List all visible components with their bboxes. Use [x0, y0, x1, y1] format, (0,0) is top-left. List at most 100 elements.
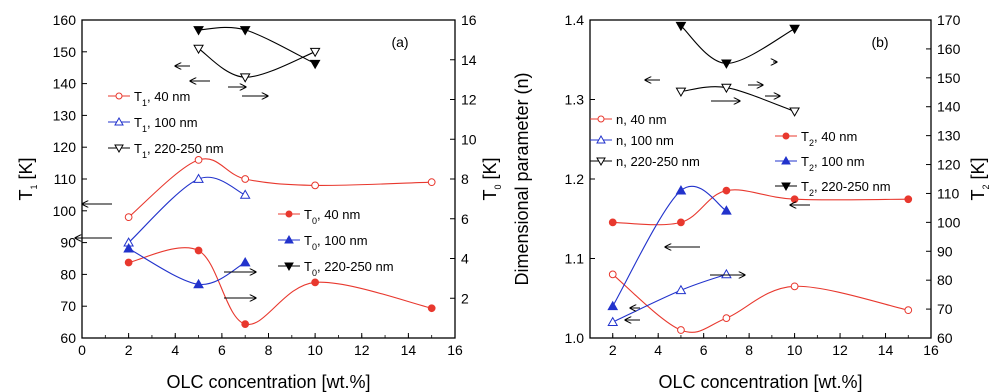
data-point	[677, 218, 685, 227]
legend-marker	[285, 210, 293, 218]
data-point	[790, 195, 799, 204]
data-point	[123, 243, 134, 253]
y-right-tick-label: 4	[461, 251, 469, 267]
x-axis-label: OLC concentration [wt.%]	[166, 372, 370, 392]
series-0	[124, 156, 436, 222]
x-tick-label: 4	[654, 342, 662, 358]
legend-marker	[782, 132, 790, 140]
x-tick-label: 10	[307, 342, 323, 358]
y-right-tick-label: 10	[461, 131, 477, 147]
series-line	[612, 185, 727, 307]
data-point	[675, 185, 687, 195]
y-right-tick-label: 140	[937, 99, 961, 115]
data-point	[721, 59, 732, 69]
y-left-tick-label: 1.0	[565, 330, 585, 346]
series-3	[124, 246, 436, 328]
x-axis-label: OLC concentration [wt.%]	[658, 372, 862, 392]
series-line	[128, 248, 246, 285]
data-point	[193, 278, 204, 289]
data-point	[721, 205, 732, 215]
series-3	[608, 186, 913, 227]
y-right-tick-label: 110	[937, 185, 960, 201]
panel-label: (b)	[871, 34, 888, 50]
y-left-tick-label: 1.2	[565, 171, 585, 187]
y-right-tick-label: 60	[937, 330, 953, 346]
y-left-tick-label: 160	[53, 12, 77, 28]
data-point	[677, 326, 685, 334]
data-point	[607, 300, 619, 311]
x-tick-label: 16	[923, 342, 939, 358]
data-point	[241, 175, 250, 183]
data-point	[675, 21, 687, 32]
y-right-tick-label: 120	[937, 157, 961, 173]
legend-label: T2, 220-250 nm	[801, 179, 891, 198]
series-line	[128, 158, 432, 218]
y-right-tick-label: 12	[461, 92, 477, 108]
legend-label: T0, 40 nm	[304, 207, 360, 226]
x-tick-label: 0	[78, 342, 86, 358]
legend-label: T2, 40 nm	[801, 129, 857, 148]
series-line	[612, 273, 727, 323]
y-left-tick-label: 1.1	[565, 251, 585, 267]
y-left-tick-label: 70	[60, 298, 76, 314]
x-tick-label: 12	[832, 342, 848, 358]
y-left-tick-label: 1.3	[565, 92, 585, 108]
y-right-tick-label: 80	[937, 272, 953, 288]
y-right-tick-label: 130	[937, 128, 961, 144]
data-point	[608, 218, 617, 227]
y-left-tick-label: 60	[60, 330, 76, 346]
y-right-tick-label: 6	[461, 211, 469, 227]
legend-marker	[596, 134, 606, 144]
series-line	[198, 48, 316, 78]
legend-label: T1, 100 nm	[134, 115, 198, 134]
series-line	[128, 176, 246, 244]
y-right-tick-label: 90	[937, 243, 953, 259]
y-left-tick-label: 140	[53, 76, 77, 92]
legend-label: T1, 40 nm	[134, 89, 190, 108]
legend-entry: T1, 220-250 nm	[108, 141, 224, 160]
series-5	[675, 21, 800, 69]
legend-entry: T2, 220-250 nm	[775, 179, 891, 198]
y-right-tick-label: 14	[461, 52, 477, 68]
x-tick-label: 12	[354, 342, 370, 358]
legend-label: T1, 220-250 nm	[134, 141, 224, 160]
legend-marker	[781, 155, 791, 165]
x-tick-label: 10	[787, 342, 803, 358]
data-point	[789, 107, 800, 117]
y-left-tick-label: 90	[60, 235, 76, 251]
data-point	[311, 278, 319, 287]
y-right-tick-label: 170	[937, 12, 961, 28]
y-right-tick-label: 16	[461, 12, 477, 28]
y-left-tick-label: 120	[53, 139, 77, 155]
series-line	[680, 25, 795, 64]
data-point	[124, 258, 133, 267]
x-tick-label: 16	[447, 342, 463, 358]
y-left-tick-label: 110	[54, 171, 77, 187]
data-point	[193, 26, 204, 36]
y-right-tick-label: 2	[461, 290, 469, 306]
data-point	[721, 83, 732, 94]
series-2	[675, 83, 800, 117]
data-point	[722, 314, 731, 322]
series-1	[607, 268, 732, 326]
legend-label: T0, 100 nm	[304, 233, 368, 252]
series-0	[608, 270, 913, 334]
data-point	[309, 59, 321, 70]
series-2	[193, 44, 321, 83]
y-left-tick-label: 100	[53, 203, 77, 219]
data-point	[124, 213, 133, 222]
x-tick-label: 8	[745, 342, 753, 358]
data-point	[675, 284, 687, 295]
x-tick-label: 2	[609, 342, 617, 358]
y-left-tick-label: 1.4	[565, 12, 585, 28]
x-tick-label: 4	[171, 342, 179, 358]
y-left-tick-label: 150	[53, 44, 77, 60]
series-4	[123, 243, 251, 289]
legend-entry: T2, 100 nm	[775, 154, 865, 173]
data-point	[721, 268, 732, 279]
data-point	[722, 186, 731, 195]
data-point	[239, 189, 251, 199]
data-point	[239, 26, 251, 36]
series-line	[612, 189, 909, 226]
